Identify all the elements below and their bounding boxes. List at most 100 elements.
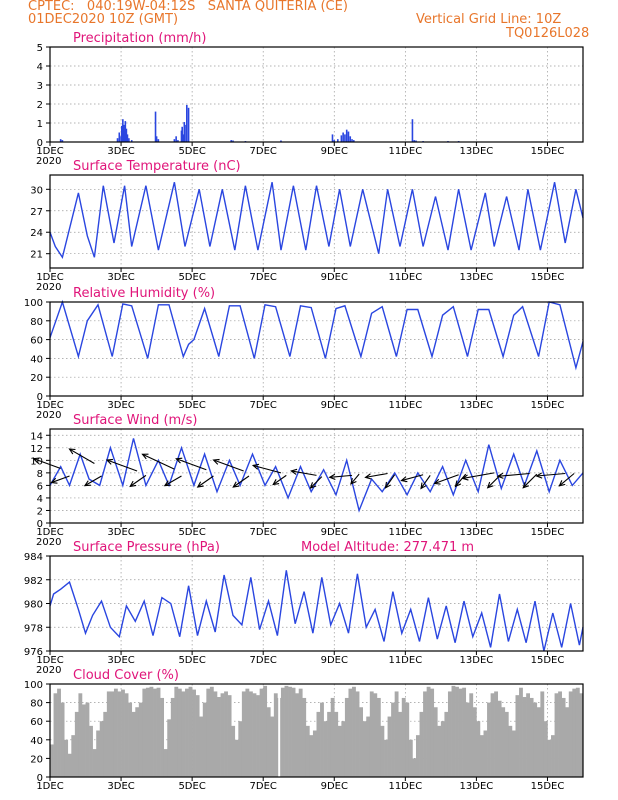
x-tick-label: 1DEC [36, 655, 63, 666]
precip-bar [280, 140, 282, 142]
x-tick-label: 5DEC [178, 655, 205, 666]
precip-bar [122, 119, 124, 142]
precip-bar [331, 134, 334, 142]
header-grid-label: Vertical Grid Line: 10Z [416, 12, 562, 27]
x-tick-label: 9DEC [321, 146, 348, 157]
cloud-bar [163, 749, 168, 777]
cloud-bar [504, 711, 509, 777]
y-tick-label: 1 [37, 119, 43, 130]
cloud-bar [256, 695, 260, 777]
y-tick-label: 20 [30, 754, 43, 765]
x-tick-label: 7DEC [250, 272, 277, 283]
precip-bar [125, 128, 128, 142]
cloud-frame [49, 683, 584, 778]
x-tick-label: 3DEC [107, 146, 134, 157]
cloud-bar [138, 702, 143, 777]
precip-bar [232, 140, 234, 142]
cloud-bar [185, 688, 189, 777]
cloud-bar [153, 688, 157, 777]
precip-bar [173, 139, 176, 142]
cloud-bar [110, 691, 115, 777]
precip-bar [130, 140, 133, 142]
cloud-bar [366, 716, 371, 777]
cloud-bar [575, 687, 580, 777]
cloud-bar [344, 697, 349, 777]
cloud-bar [273, 693, 278, 777]
wind-arrow [105, 458, 138, 472]
y-tick-label: 0 [37, 138, 43, 149]
precip-bar [187, 107, 190, 142]
cloud-bar [536, 707, 541, 777]
cloud-bar [241, 691, 246, 777]
pres-panel: 976 978 980 982 984 1DEC 3DEC 5DEC 7DEC 9DEC 11DEC… [24, 540, 584, 676]
cloud-bar [376, 697, 381, 777]
cloud-bar [348, 688, 353, 777]
precip-frame [49, 46, 584, 143]
cloud-bar [124, 693, 129, 777]
cloud-bar [558, 691, 562, 777]
y-tick-label: 100 [24, 680, 43, 691]
pres-series-line [49, 570, 584, 652]
cloud-bar [362, 721, 367, 777]
cloud-bar [234, 739, 239, 777]
cloud-bar [192, 689, 196, 777]
year-label: 2020 [36, 156, 61, 167]
y-tick-label: 24 [30, 228, 43, 239]
cloud-bar [355, 691, 360, 777]
cloud-bar [479, 735, 484, 777]
cloud-bar [455, 686, 459, 777]
x-tick-label: 5DEC [178, 272, 205, 283]
cloud-bar [295, 693, 300, 777]
cloud-bar [472, 707, 477, 777]
temp-title: Surface Temperature (nC) [73, 159, 241, 174]
cloud-bar [405, 702, 410, 777]
cloud-bar [387, 716, 392, 777]
cloud-bar [284, 685, 289, 777]
precip-bar [340, 135, 343, 142]
cloud-bar [106, 691, 111, 777]
cloud-bar [447, 691, 452, 777]
wind-frame [49, 428, 584, 524]
cloud-bar [398, 711, 403, 777]
cloud-bar [415, 735, 420, 777]
precip-bar [415, 140, 417, 142]
cloud-bar [252, 693, 257, 777]
cloud-bar [302, 697, 307, 777]
cloud-bar [224, 691, 228, 777]
x-tick-label: 1DEC [36, 781, 63, 792]
y-tick-label: 27 [30, 207, 43, 218]
x-tick-label: 15DEC [531, 272, 565, 283]
precip-bar [353, 140, 355, 142]
x-tick-label: 9DEC [321, 781, 348, 792]
cloud-bar [341, 721, 346, 777]
wind-arrow [251, 463, 282, 474]
cloud-bar [74, 711, 79, 777]
y-tick-label: 10 [30, 456, 43, 467]
x-tick-label: 1DEC [36, 272, 63, 283]
y-tick-label: 980 [24, 600, 43, 611]
precip-bar [351, 139, 353, 142]
cloud-bar [426, 686, 431, 777]
cloud-bar [309, 735, 314, 777]
cloud-bar [565, 707, 570, 777]
x-tick-label: 7DEC [250, 400, 277, 411]
cloud-bar [149, 686, 154, 777]
cloud-bar [529, 697, 534, 777]
cloud-bar [526, 693, 530, 777]
temp-panel: 21 24 27 30 1DEC 3DEC 5DEC 7DEC 9DEC 11DEC 13DEC 15… [30, 159, 584, 293]
cloud-bar [266, 707, 271, 777]
year-label: 2020 [36, 665, 61, 676]
x-tick-label: 7DEC [250, 146, 277, 157]
wind-arrow [141, 453, 175, 470]
cloud-bar [483, 730, 488, 777]
cloud-bar [572, 688, 577, 777]
cloud-bar [60, 702, 65, 777]
precip-bar [124, 121, 127, 142]
y-tick-label: 982 [24, 576, 43, 587]
cloud-bar [369, 691, 374, 777]
cloud-bar [195, 695, 200, 777]
cloud-bar [160, 697, 165, 777]
cloud-bar [551, 735, 555, 777]
header-station: CPTEC: 040:19W-04:12S SANTA QUITERIA (CE… [28, 0, 348, 14]
wind-arrow [350, 473, 360, 485]
